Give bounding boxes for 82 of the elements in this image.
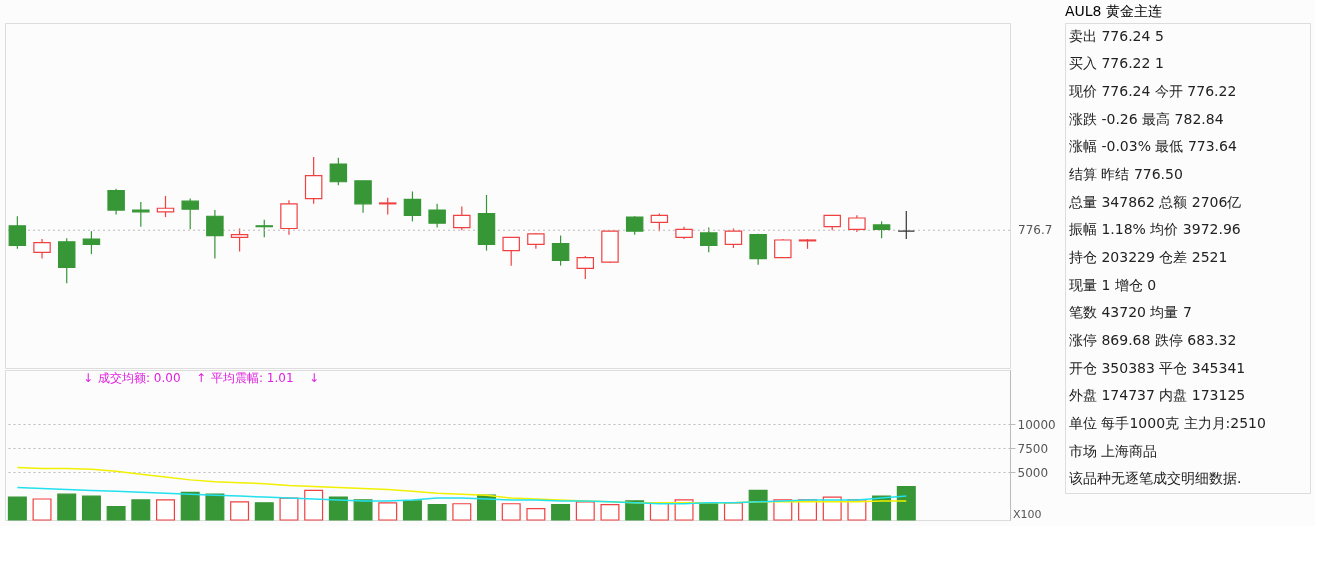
bar <box>427 504 447 521</box>
bar <box>600 504 620 521</box>
text: 卖出 776.24 5 <box>1069 27 1164 44</box>
candlestick <box>774 238 792 259</box>
candlestick <box>403 190 422 223</box>
candlestick <box>206 209 224 260</box>
text: 该品种无逐笔成交明细数据. <box>1069 470 1242 487</box>
text: 涨停 869.68 跌停 683.32 <box>1069 331 1237 348</box>
text: 总量 347862 总额 2706亿 <box>1068 193 1242 210</box>
bar <box>304 489 324 521</box>
bar <box>180 491 200 521</box>
bar <box>699 502 719 521</box>
text: 现量 1 增仓 0 <box>1069 276 1157 293</box>
annotation: 平均震幅: 1.01 <box>211 371 294 385</box>
text: 现价 776.24 今开 776.22 <box>1069 83 1237 100</box>
text: 买入 776.22 1 <box>1069 55 1164 72</box>
candlestick <box>625 215 644 236</box>
bar <box>526 507 546 521</box>
candlestick <box>107 188 125 216</box>
text: 市场 上海商品 <box>1069 442 1158 459</box>
bar <box>279 497 299 521</box>
bar <box>328 496 348 521</box>
candlestick <box>181 197 199 230</box>
bar <box>378 502 398 521</box>
candlestick <box>897 210 916 240</box>
bar <box>131 499 151 521</box>
bar <box>81 495 101 521</box>
candlestick <box>576 255 595 280</box>
annotation: ↑ <box>196 371 207 385</box>
bar <box>551 504 571 521</box>
bar <box>896 485 916 521</box>
y-tick-label: 7500 <box>1017 441 1049 456</box>
y-tick-label: 10000 <box>1017 417 1056 432</box>
candlestick <box>329 157 348 186</box>
text: 776.7 <box>1018 223 1053 238</box>
bar <box>402 500 422 521</box>
text: 持仓 203229 仓差 2521 <box>1069 249 1228 265</box>
bar <box>748 489 768 521</box>
bar <box>575 501 595 521</box>
bar <box>7 496 27 521</box>
candlestick <box>33 238 51 260</box>
candlestick <box>82 230 101 255</box>
text: 涨幅 -0.03% 最低 773.64 <box>1069 138 1237 155</box>
candlestick <box>304 156 323 205</box>
text: 振幅 1.18% 均价 3972.96 <box>1069 221 1241 238</box>
candlestick <box>230 227 249 253</box>
bar <box>649 502 669 521</box>
bar <box>723 502 743 521</box>
bar <box>353 499 373 521</box>
candlestick <box>453 205 471 231</box>
line-series <box>16 486 908 505</box>
text: AUL8 黄金主连 <box>1065 3 1162 19</box>
candlestick <box>428 203 446 229</box>
text: 开仓 350383 平仓 345341 <box>1069 359 1246 376</box>
bar <box>32 498 52 521</box>
annotation: ↓ <box>83 371 94 385</box>
candlestick <box>132 201 150 228</box>
candlestick <box>502 236 520 267</box>
candlestick <box>749 233 767 266</box>
text: 笔数 43720 均量 7 <box>1069 304 1192 321</box>
text: 结算 昨结 776.50 <box>1069 166 1183 183</box>
text: 外盘 174737 内盘 173125 <box>1069 387 1246 404</box>
bar <box>156 499 175 521</box>
candlestick <box>354 180 372 214</box>
bar <box>205 493 225 521</box>
candlestick <box>700 227 718 253</box>
annotation: 成交均额: 0.00 <box>98 371 181 385</box>
bar <box>501 503 521 521</box>
bar <box>452 503 472 521</box>
text: X100 <box>1013 508 1042 521</box>
text: 涨跌 -0.26 最高 782.84 <box>1069 110 1224 127</box>
candlestick <box>8 215 27 250</box>
bar <box>106 506 126 521</box>
bar <box>57 493 77 521</box>
candlestick <box>551 234 570 267</box>
bar <box>625 500 645 521</box>
bar <box>254 502 274 521</box>
y-tick-label: 5000 <box>1017 465 1049 480</box>
bar <box>230 501 250 521</box>
annotation: ↓ <box>309 371 320 385</box>
text: 单位 每手1000克 主力月:2510 <box>1069 414 1266 431</box>
candlestick <box>724 227 743 249</box>
